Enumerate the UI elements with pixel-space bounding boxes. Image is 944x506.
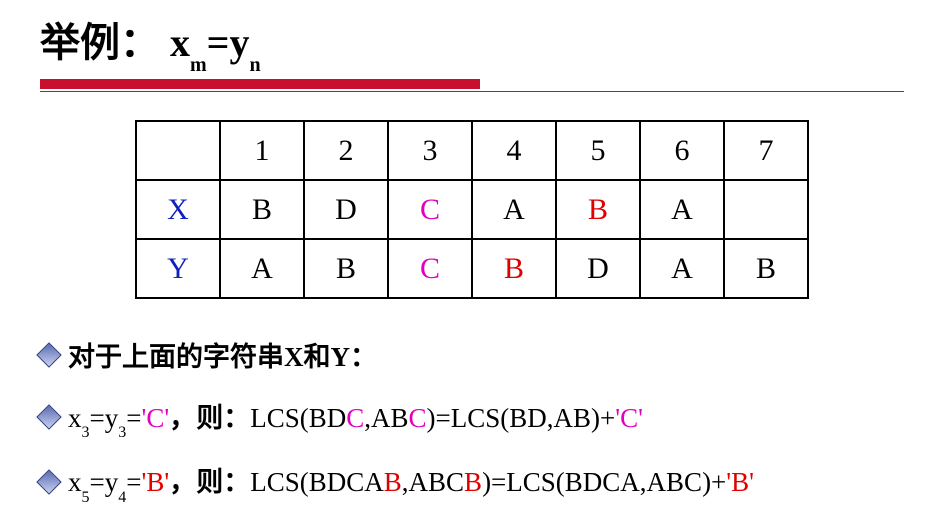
row-label: Y [136, 239, 220, 298]
bullet-text: x3=y3='C'，则：LCS(BDC,ABC)=LCS(BD,AB)+'C' [68, 396, 643, 438]
cell: B [304, 239, 388, 298]
diamond-icon [36, 404, 61, 429]
th: 7 [724, 121, 808, 180]
cell: A [472, 180, 556, 239]
cell: D [304, 180, 388, 239]
cell: A [640, 239, 724, 298]
table-row: Y A B C B D A B [136, 239, 808, 298]
cell: B [472, 239, 556, 298]
bullet-list: 对于上面的字符串X和Y： x3=y3='C'，则：LCS(BDC,ABC)=LC… [40, 335, 904, 503]
slide-title: 举例： xm=yn [40, 10, 904, 71]
bullet-text: 对于上面的字符串X和Y： [68, 335, 377, 374]
title-underline-thin [40, 91, 904, 92]
cell: D [556, 239, 640, 298]
th: 6 [640, 121, 724, 180]
lcs-table: 1 2 3 4 5 6 7 X B D C A B A Y A B [135, 120, 809, 299]
th [136, 121, 220, 180]
diamond-icon [36, 342, 61, 367]
th: 1 [220, 121, 304, 180]
bullet-3: x5=y4='B'，则：LCS(BDCAB,ABCB)=LCS(BDCA,ABC… [40, 460, 904, 502]
row-label: X [136, 180, 220, 239]
cell: B [556, 180, 640, 239]
bullet-text: x5=y4='B'，则：LCS(BDCAB,ABCB)=LCS(BDCA,ABC… [68, 460, 754, 502]
th: 2 [304, 121, 388, 180]
cell: A [220, 239, 304, 298]
table-row: X B D C A B A [136, 180, 808, 239]
th: 4 [472, 121, 556, 180]
bullet-1: 对于上面的字符串X和Y： [40, 335, 904, 374]
th: 5 [556, 121, 640, 180]
cell: B [220, 180, 304, 239]
diamond-icon [36, 469, 61, 494]
bullet-2: x3=y3='C'，则：LCS(BDC,ABC)=LCS(BD,AB)+'C' [40, 396, 904, 438]
cell: B [724, 239, 808, 298]
title-eq: xm=yn [170, 20, 261, 65]
table-header-row: 1 2 3 4 5 6 7 [136, 121, 808, 180]
th: 3 [388, 121, 472, 180]
title-cn: 举例： [40, 21, 160, 65]
title-underline-thick [40, 79, 480, 89]
cell: A [640, 180, 724, 239]
cell: C [388, 239, 472, 298]
cell [724, 180, 808, 239]
cell: C [388, 180, 472, 239]
